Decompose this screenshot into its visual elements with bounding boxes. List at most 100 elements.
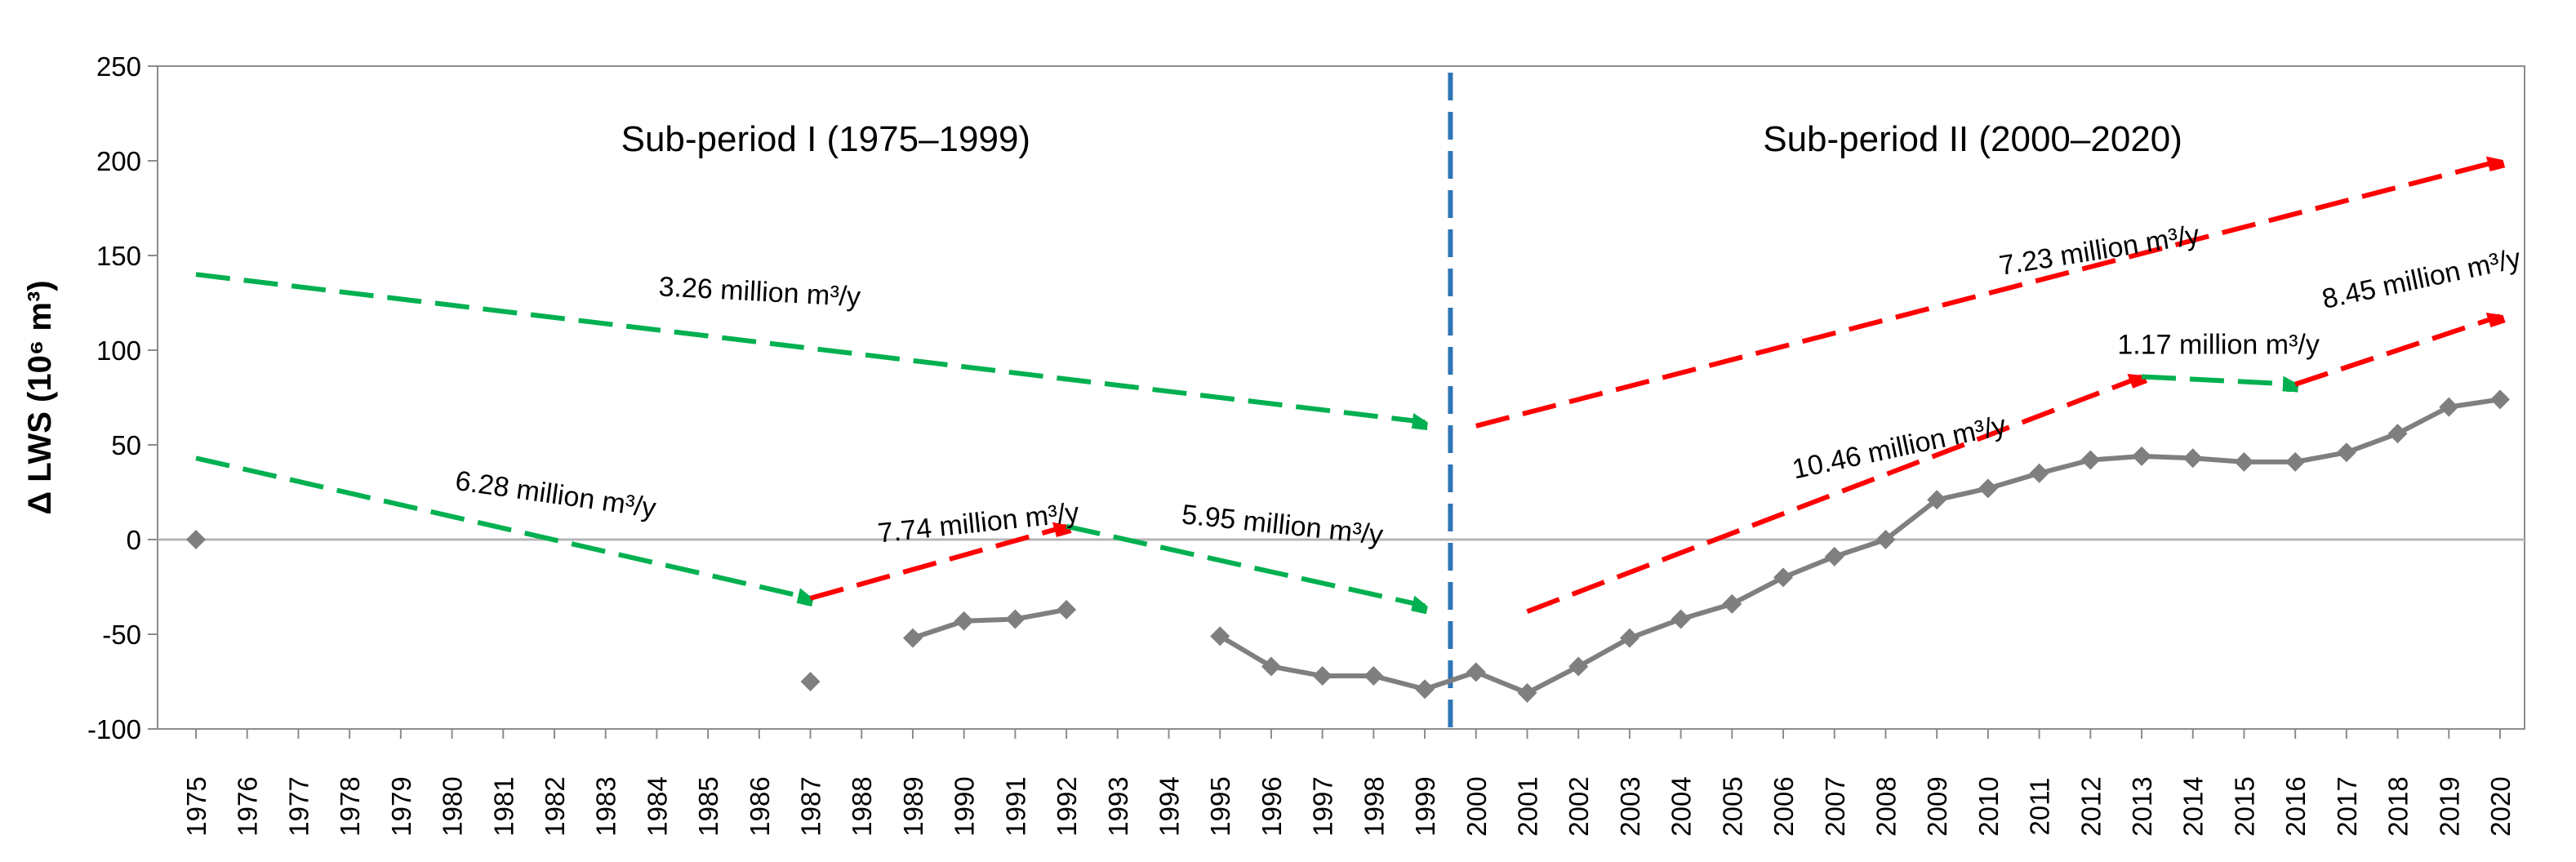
data-point (1927, 490, 1947, 510)
x-tick-label: 2009 (1922, 776, 1952, 836)
x-tick-label: 1989 (898, 776, 928, 836)
x-tick-label: 2018 (2383, 776, 2414, 836)
x-tick-label: 1995 (1205, 776, 1235, 836)
data-point (1364, 666, 1384, 686)
data-point (800, 672, 821, 691)
x-tick-label: 1997 (1308, 776, 1338, 836)
period-title: Sub-period II (2000–2020) (1763, 119, 2182, 159)
x-tick-label: 2015 (2229, 776, 2259, 836)
y-tick-label: -100 (87, 714, 141, 744)
x-tick-label: 1983 (591, 776, 621, 836)
data-point (1875, 530, 1896, 549)
x-tick-label: 1990 (950, 776, 980, 836)
data-point (1671, 609, 1691, 629)
data-point (954, 611, 974, 631)
y-tick-label: 200 (96, 146, 141, 176)
data-point (2132, 446, 2152, 466)
trend-rate-label: 1.17 million m³/y (2117, 330, 2320, 361)
data-point (186, 530, 206, 549)
data-point (1210, 626, 1230, 646)
y-tick-label: 100 (96, 335, 141, 366)
data-point (1824, 546, 1844, 567)
x-tick-label: 1976 (233, 776, 263, 836)
y-tick-label: 150 (96, 241, 141, 271)
x-tick-label: 1998 (1359, 776, 1389, 836)
x-tick-label: 2004 (1666, 776, 1697, 836)
trend-arrow (1526, 376, 2142, 614)
data-point (1312, 666, 1332, 686)
trend-arrows (195, 73, 2500, 731)
x-tick-label: 2005 (1717, 776, 1747, 836)
x-tick-label: 1980 (438, 776, 468, 836)
trend-arrow (809, 527, 1067, 601)
data-point (2285, 451, 2306, 472)
x-tick-label: 1999 (1410, 776, 1440, 836)
x-tick-label: 2000 (1462, 776, 1492, 836)
x-tick-label: 2007 (1820, 776, 1850, 836)
data-point (1517, 682, 1537, 703)
x-tick-label: 1993 (1103, 776, 1133, 836)
x-tick-label: 1981 (488, 776, 518, 836)
x-tick-label: 1987 (796, 776, 826, 836)
y-tick-label: -50 (102, 620, 141, 650)
data-point (1415, 679, 1435, 700)
x-tick-label: 1992 (1052, 776, 1082, 836)
data-point (2182, 448, 2203, 469)
x-tick-label: 1975 (181, 776, 211, 836)
trend-arrow (2294, 316, 2500, 387)
x-tick-label: 2020 (2485, 776, 2516, 836)
data-point (1619, 628, 1639, 648)
data-point (2029, 463, 2049, 483)
x-tick-label: 2001 (1512, 776, 1542, 836)
x-tick-label: 2016 (2280, 776, 2311, 836)
x-tick-label: 1978 (335, 776, 365, 836)
data-point (2080, 450, 2101, 470)
data-point (1466, 662, 1486, 682)
data-point (2234, 451, 2254, 472)
x-tick-label: 2003 (1615, 776, 1645, 836)
data-point (1005, 609, 1026, 629)
x-tick-label: 1988 (847, 776, 877, 836)
x-tick-label: 1977 (283, 776, 314, 836)
trend-arrow (2141, 374, 2295, 384)
y-tick-label: 0 (127, 525, 141, 555)
x-tick-label: 2002 (1564, 776, 1594, 836)
period-title: Sub-period I (1975–1999) (621, 119, 1030, 159)
x-tick-label: 2010 (1973, 776, 2004, 836)
x-tick-label: 1986 (745, 776, 775, 836)
x-tick-label: 1985 (693, 776, 723, 836)
x-tick-label: 1984 (642, 776, 672, 836)
trend-arrow (195, 455, 811, 598)
x-tick-label: 2006 (1768, 776, 1799, 836)
data-point (1261, 656, 1281, 677)
data-point (2336, 442, 2356, 463)
y-tick-label: 250 (96, 51, 141, 82)
y-axis-label: Δ LWS (10⁶ m³) (22, 280, 58, 514)
data-point (1722, 593, 1742, 614)
data-point (1057, 599, 1077, 620)
x-tick-label: 2019 (2434, 776, 2464, 836)
series-layer (186, 389, 2510, 703)
data-point (1773, 567, 1794, 588)
plot-frame (157, 65, 2525, 730)
x-tick-label: 2017 (2332, 776, 2362, 836)
data-point (1978, 478, 1998, 499)
data-point (1568, 656, 1589, 677)
y-tick-label: 50 (111, 430, 141, 460)
data-point (2439, 397, 2459, 417)
x-tick-label: 2014 (2178, 776, 2209, 836)
data-point (902, 628, 923, 648)
x-tick-label: 2012 (2075, 776, 2106, 836)
trend-arrow (1475, 161, 2500, 429)
x-tick-label: 1979 (386, 776, 416, 836)
x-tick-label: 1982 (540, 776, 570, 836)
data-point (2387, 424, 2408, 444)
series-line (912, 607, 1067, 641)
x-tick-label: 2008 (1871, 776, 1901, 836)
trend-arrow (1066, 523, 1425, 606)
x-tick-label: 1994 (1155, 776, 1185, 836)
x-tick-label: 2013 (2127, 776, 2157, 836)
x-tick-label: 2011 (2025, 778, 2055, 836)
